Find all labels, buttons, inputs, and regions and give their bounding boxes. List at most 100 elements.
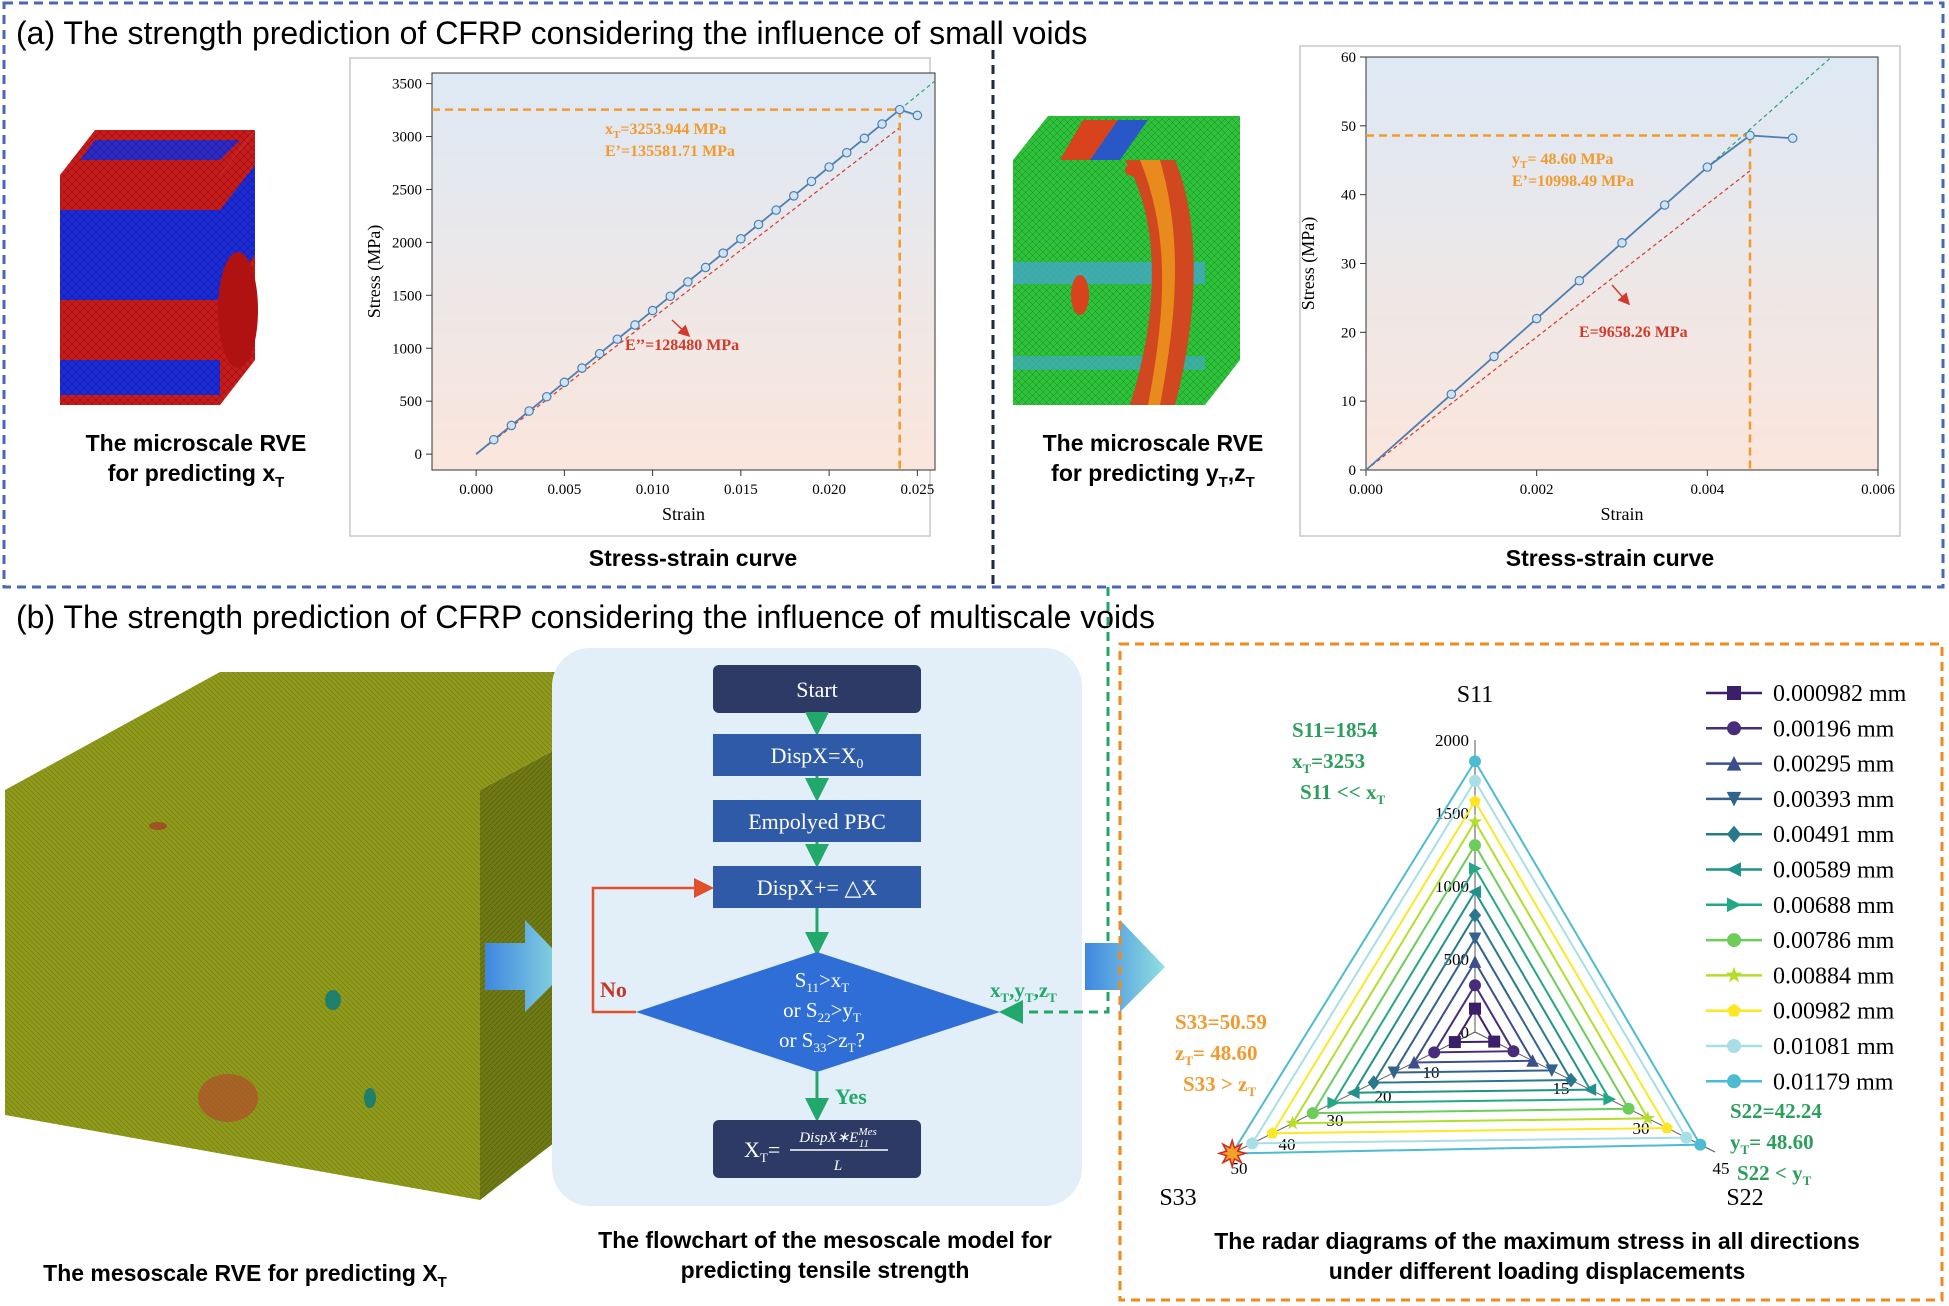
legend-marker — [1727, 933, 1741, 948]
y-tick-label: 0 — [415, 447, 423, 463]
data-point — [1659, 200, 1670, 210]
flow-pbc-box — [713, 800, 921, 842]
legend-label: 0.01081 mm — [1773, 1034, 1895, 1060]
legend-label: 0.00786 mm — [1773, 928, 1895, 954]
flow-start-box — [713, 665, 921, 713]
plot-area — [431, 72, 936, 471]
plot-area — [1365, 56, 1879, 471]
x-tick-label: 0.000 — [459, 482, 493, 498]
radar-series-marker — [1468, 932, 1482, 946]
radar-axis-label-s33: S33 — [1159, 1185, 1196, 1211]
chart2-stress-strain: 0.000 0.002 0.004 0.006 0 10 20 30 40 50 60 Strain S… — [1298, 50, 1895, 524]
radar-series-marker — [1285, 1115, 1300, 1130]
data-point — [1446, 389, 1457, 400]
legend-marker — [1727, 1003, 1741, 1017]
legend-marker — [1727, 897, 1742, 913]
radar-series-marker — [1467, 814, 1483, 828]
micro-rve-cube-right — [1013, 116, 1240, 405]
annot-s33-compare: S33 > zT — [1183, 1072, 1256, 1099]
flow-disp-init-label: DispX=X0 — [771, 743, 864, 772]
data-point — [1787, 133, 1798, 144]
y-axis-label: Stress (MPa) — [364, 225, 385, 319]
annot-s22-yt: yT= 48.60 — [1730, 1130, 1814, 1157]
flow-yes-label: Yes — [835, 1084, 867, 1109]
data-point — [894, 104, 905, 115]
flow-cond-2: or S22>yT — [783, 998, 861, 1025]
flow-decision-diamond — [636, 952, 1000, 1072]
data-point — [771, 205, 781, 215]
radar-series-marker — [1469, 755, 1481, 768]
legend-label: 0.00491 mm — [1773, 822, 1895, 848]
radar-series-marker — [1694, 1138, 1707, 1151]
radar-series-outline — [1371, 913, 1573, 1084]
data-point — [736, 233, 746, 244]
data-point — [665, 291, 676, 302]
x-tick-label: 0.020 — [812, 482, 846, 498]
radar-chart: 05001000150020001530451020304050S11S22S3… — [1159, 682, 1822, 1211]
x-tick-label: 0.002 — [1520, 482, 1554, 498]
flow-result-box — [713, 1120, 921, 1178]
radar-series-outline — [1412, 959, 1535, 1064]
radar-series-marker — [1428, 1046, 1441, 1059]
svg-text:XT=: XT= — [744, 1137, 780, 1165]
radar-panel-frame — [1118, 642, 1944, 1302]
radar-s22-tick: 45 — [1713, 1159, 1730, 1178]
radar-series-marker — [1583, 1083, 1597, 1096]
svg-text:L: L — [833, 1158, 842, 1174]
data-point — [506, 420, 517, 431]
radar-legend: 0.000982 mm 0.00196 mm 0.00295 mm 0.00393 m… — [1706, 681, 1907, 1095]
data-point — [877, 119, 887, 129]
data-point — [1531, 313, 1542, 324]
x-tick-label: 0.000 — [1349, 482, 1383, 498]
radar-axis-label-s11: S11 — [1457, 682, 1493, 708]
meso-rve-caption: The mesoscale RVE for predicting XT — [43, 1260, 447, 1291]
radar-series-marker — [1545, 1064, 1559, 1078]
secant-modulus-annotation: E=9658.26 MPa — [1579, 324, 1688, 341]
radar-s11-tick: 1500 — [1435, 804, 1469, 823]
data-point — [577, 363, 587, 373]
data-point — [488, 434, 499, 445]
radar-series-outline — [1290, 819, 1650, 1125]
legend-label: 0.00196 mm — [1773, 716, 1895, 742]
data-point — [1489, 351, 1499, 362]
radar-s11-tick: 2000 — [1435, 731, 1469, 750]
annot-s22-compare: S22 < yT — [1737, 1161, 1812, 1188]
radar-series-marker — [1468, 885, 1481, 899]
x-tick-label: 0.025 — [900, 482, 934, 498]
radar-s33-tick: 40 — [1279, 1135, 1296, 1154]
micro-rve-left-caption-1: The microscale RVE — [86, 430, 307, 456]
data-point — [841, 147, 852, 158]
x-tick-label: 0.004 — [1690, 482, 1724, 498]
y-tick-label: 30 — [1341, 257, 1356, 273]
radar-series-marker — [1469, 1002, 1481, 1015]
radar-series-marker — [1640, 1110, 1655, 1125]
x-axis-label: Strain — [662, 504, 705, 524]
radar-series-outline — [1331, 866, 1612, 1104]
x-tick-label: 0.006 — [1861, 482, 1895, 498]
y-tick-label: 3000 — [392, 130, 422, 146]
legend-marker — [1726, 755, 1742, 771]
y-tick-label: 500 — [400, 394, 423, 410]
radar-series-marker — [1507, 1045, 1520, 1058]
legend-marker — [1727, 1074, 1741, 1089]
radar-series-marker — [1469, 795, 1481, 807]
flow-result-formula: XT= DispX∗EMes 11 L — [744, 1126, 888, 1174]
radar-s33-tick: 50 — [1231, 1159, 1248, 1178]
micro-rve-cube-left — [60, 130, 258, 405]
chart2-caption: Stress-strain curve — [1506, 545, 1714, 571]
legend-label: 0.00393 mm — [1773, 787, 1895, 813]
radar-series-marker — [1346, 1086, 1360, 1100]
secant-pointer — [671, 319, 691, 338]
radar-series-marker — [1622, 1102, 1635, 1115]
legend-label: 0.00295 mm — [1773, 752, 1895, 778]
x-tick-label: 0.010 — [636, 482, 670, 498]
data-point — [806, 176, 817, 187]
data-point — [789, 191, 799, 201]
radar-series-outline — [1392, 936, 1554, 1074]
radar-s33-tick: 30 — [1327, 1111, 1344, 1130]
flow-disp-init-box — [713, 734, 921, 776]
data-point — [700, 262, 711, 273]
annot-s11-compare: S11 << xT — [1300, 780, 1385, 807]
y-tick-label: 60 — [1341, 50, 1356, 66]
